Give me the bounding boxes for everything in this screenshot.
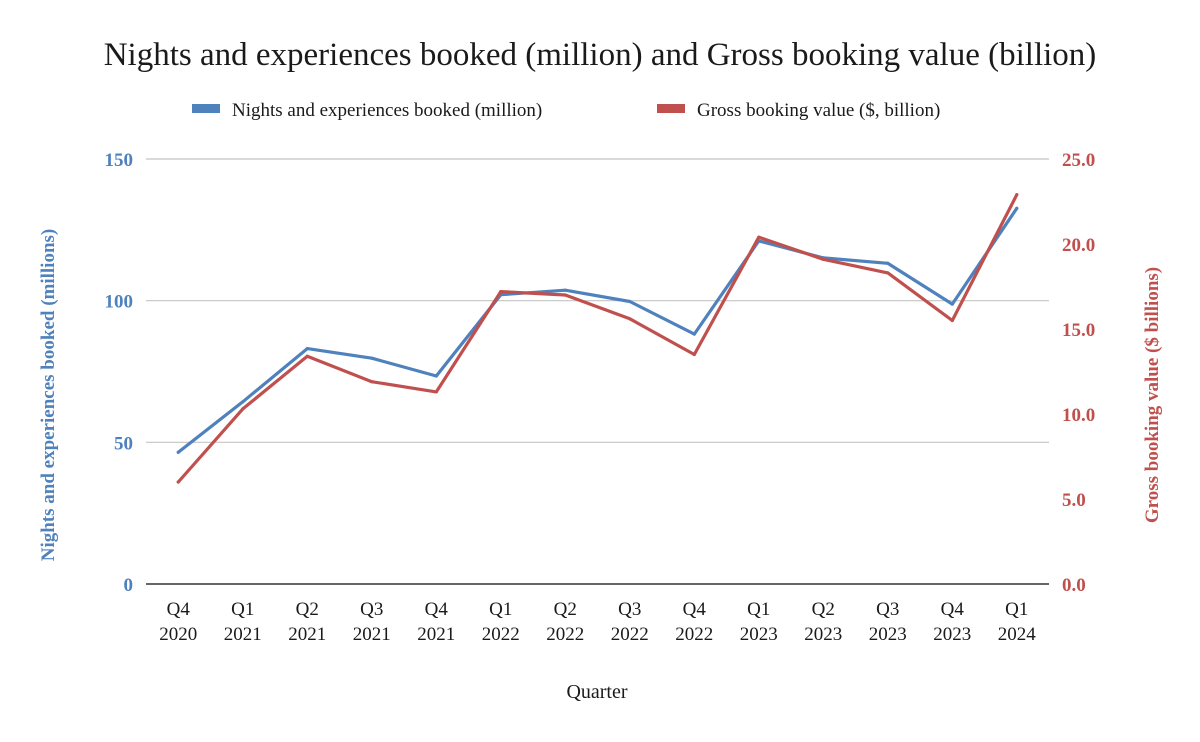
- gbv-data-point: [821, 257, 825, 261]
- y-left-tick-label: 50: [114, 433, 133, 454]
- gbv-data-point: [563, 293, 567, 297]
- x-tick-label-quarter: Q2: [812, 599, 835, 620]
- gbv-data-point: [628, 317, 632, 321]
- gbv-data-point: [886, 271, 890, 275]
- x-tick-label-quarter: Q4: [167, 599, 191, 620]
- nights-data-point: [370, 356, 374, 360]
- x-tick-label-year: 2024: [998, 624, 1037, 645]
- x-tick-label-quarter: Q4: [941, 599, 965, 620]
- legend: Nights and experiences booked (million) …: [192, 100, 940, 121]
- y-left-tick-label: 150: [105, 150, 134, 171]
- x-tick-label-year: 2023: [740, 624, 778, 645]
- nights-data-point: [176, 450, 180, 454]
- gbv-data-point: [370, 380, 374, 384]
- nights-data-point: [886, 261, 890, 265]
- gbv-data-point: [434, 390, 438, 394]
- y-axis-left: 0 50 100 150: [105, 150, 134, 596]
- x-tick-label-quarter: Q1: [231, 599, 254, 620]
- x-tick-label-year: 2023: [933, 624, 971, 645]
- x-tick-label-quarter: Q1: [489, 599, 512, 620]
- gbv-data-point: [241, 407, 245, 411]
- nights-data-point: [692, 332, 696, 336]
- y-right-tick-label: 20.0: [1062, 235, 1095, 256]
- y-right-tick-label: 0.0: [1062, 575, 1086, 596]
- series-layer: [176, 193, 1019, 484]
- legend-label-gbv: Gross booking value ($, billion): [697, 100, 940, 121]
- legend-swatch-nights: [192, 104, 220, 113]
- chart-title: Nights and experiences booked (million) …: [104, 37, 1097, 73]
- y-right-tick-label: 25.0: [1062, 150, 1095, 171]
- x-tick-label-quarter: Q2: [296, 599, 319, 620]
- legend-label-nights: Nights and experiences booked (million): [232, 100, 542, 121]
- x-tick-label-quarter: Q4: [425, 599, 449, 620]
- x-tick-label-year: 2021: [288, 624, 326, 645]
- nights-data-point: [434, 374, 438, 378]
- series-line-nights: [176, 206, 1019, 454]
- x-axis: Q4 2020 Q1 2021 Q2 2021 Q3 2021 Q4 2021 Q1 2022 Q2 20…: [159, 599, 1036, 645]
- gbv-data-point: [1015, 193, 1019, 197]
- x-tick-label-year: 2020: [159, 624, 197, 645]
- nights-data-point: [950, 302, 954, 306]
- gbv-data-point: [692, 352, 696, 357]
- x-tick-label-quarter: Q4: [683, 599, 707, 620]
- gbv-data-point: [757, 235, 761, 239]
- x-tick-label-year: 2022: [482, 624, 520, 645]
- y-left-tick-label: 0: [124, 575, 134, 596]
- y-right-tick-label: 15.0: [1062, 320, 1095, 341]
- legend-swatch-gbv: [657, 104, 685, 113]
- x-tick-label-year: 2022: [546, 624, 584, 645]
- gbv-data-point: [950, 318, 954, 323]
- gbv-data-point: [176, 480, 180, 484]
- x-tick-label-year: 2023: [804, 624, 842, 645]
- x-tick-label-quarter: Q3: [618, 599, 641, 620]
- x-tick-label-quarter: Q1: [747, 599, 770, 620]
- x-tick-label-quarter: Q2: [554, 599, 577, 620]
- y-axis-right-label: Gross booking value ($ billions): [1142, 267, 1163, 523]
- nights-data-point: [241, 400, 245, 404]
- x-tick-label-year: 2022: [611, 624, 649, 645]
- x-tick-label-year: 2022: [675, 624, 713, 645]
- x-tick-label-quarter: Q1: [1005, 599, 1028, 620]
- nights-data-point: [305, 346, 309, 351]
- nights-data-point: [1015, 206, 1019, 210]
- gbv-data-point: [499, 290, 503, 294]
- gbv-data-point: [305, 354, 309, 358]
- x-tick-label-year: 2021: [224, 624, 262, 645]
- x-axis-label: Quarter: [566, 681, 627, 703]
- y-right-tick-label: 10.0: [1062, 405, 1095, 426]
- nights-data-point: [563, 288, 567, 292]
- y-axis-right: 0.0 5.0 10.0 15.0 20.0 25.0: [1062, 150, 1095, 596]
- x-tick-label-year: 2021: [417, 624, 455, 645]
- x-tick-label-year: 2021: [353, 624, 391, 645]
- y-right-tick-label: 5.0: [1062, 490, 1086, 511]
- x-tick-label-quarter: Q3: [876, 599, 899, 620]
- series-line-gbv: [176, 193, 1019, 484]
- x-tick-label-year: 2023: [869, 624, 907, 645]
- y-axis-left-label: Nights and experiences booked (millions): [38, 229, 59, 562]
- gridlines: [146, 158, 1049, 585]
- y-left-tick-label: 100: [105, 292, 134, 313]
- x-tick-label-quarter: Q3: [360, 599, 383, 620]
- nights-data-point: [628, 299, 632, 304]
